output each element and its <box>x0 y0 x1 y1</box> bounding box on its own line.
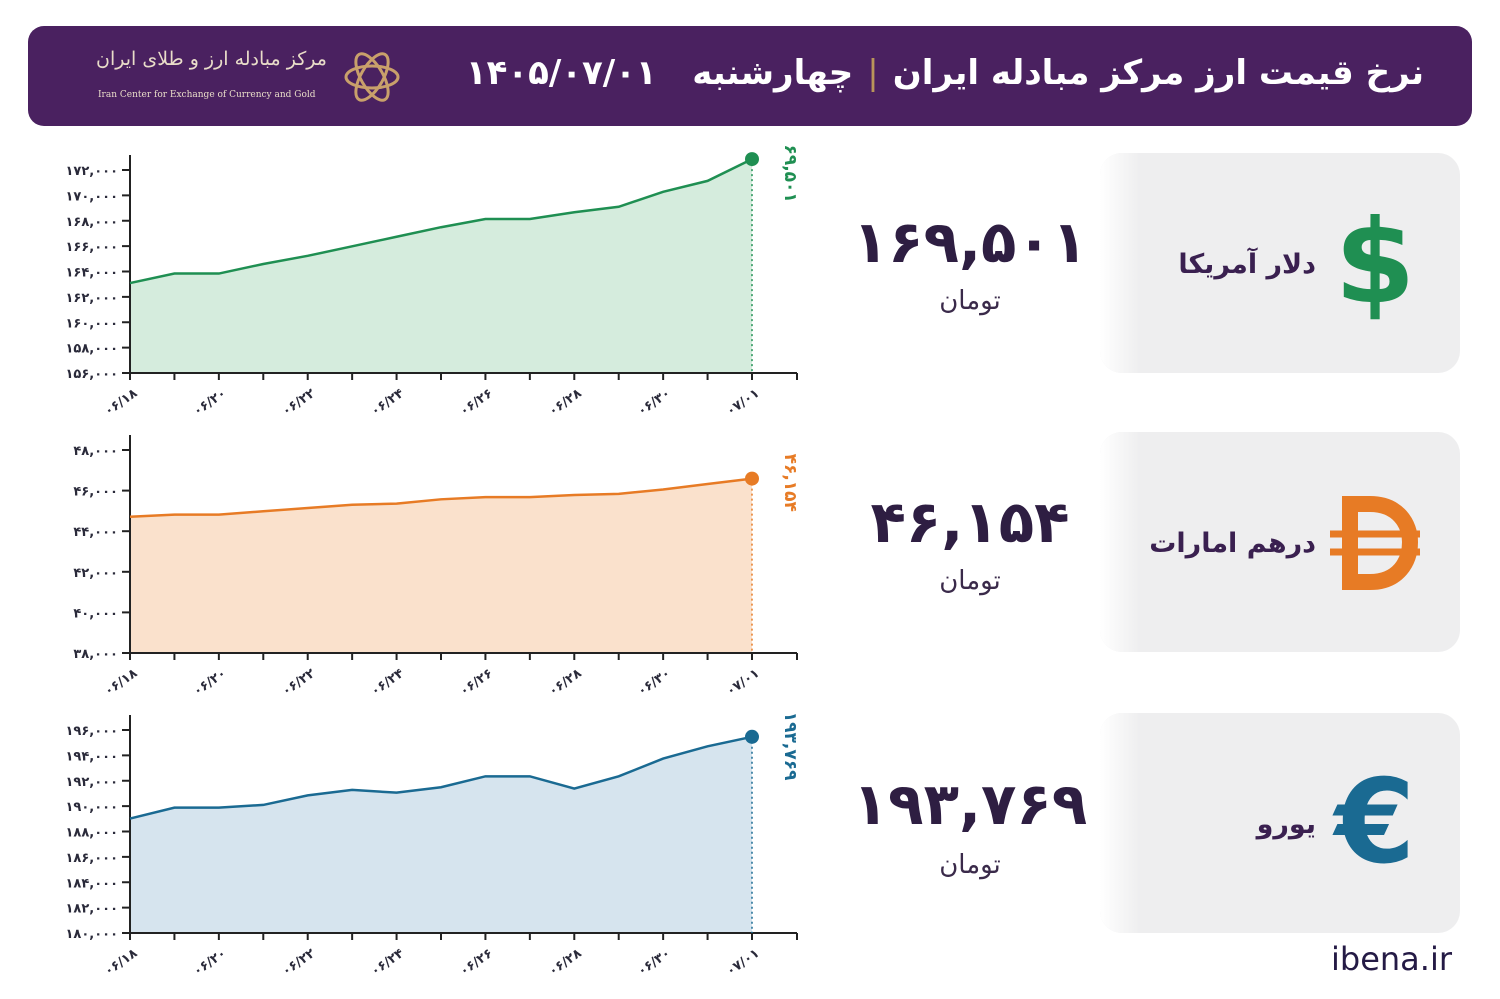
usd-x-tick-label: ۰۶/۱۸ <box>102 386 141 419</box>
eur-end-label: ۱۹۳,۷۶۹ <box>780 712 800 781</box>
eur-name: یورو <box>1256 809 1316 840</box>
usd-y-tick-label: ۱۵۶,۰۰۰ <box>65 367 118 382</box>
aed-card: درهم امارات <box>1100 432 1460 652</box>
aed-x-tick-label: ۰۶/۳۰ <box>635 666 674 699</box>
usd-y-tick-label: ۱۷۲,۰۰۰ <box>65 164 118 179</box>
dollar-sign-icon: $ <box>1334 195 1416 330</box>
aed-y-tick-label: ۴۶,۰۰۰ <box>73 485 118 500</box>
eur-x-tick-label: ۰۶/۲۰ <box>191 946 230 979</box>
usd-name: دلار آمریکا <box>1178 249 1316 280</box>
usd-end-point <box>745 152 759 167</box>
eur-y-tick-label: ۱۸۸,۰۰۰ <box>65 826 118 841</box>
usd-x-tick-label: ۰۶/۲۶ <box>457 386 496 419</box>
logo-name-en: Iran Center for Exchange of Currency and… <box>98 90 316 100</box>
logo-emblem-icon <box>344 52 400 102</box>
date: ۱۴۰۵/۰۷/۰۱ <box>465 53 657 93</box>
header-title: نرخ قیمت ارز مرکز مبادله ایران|چهارشنبه … <box>466 53 1424 93</box>
eur-y-tick-label: ۱۹۲,۰۰۰ <box>65 775 118 790</box>
eur-chart: ۱۸۰,۰۰۰ ۱۸۲,۰۰۰ ۱۸۴,۰۰۰ ۱۸۶,۰۰۰ ۱۸۸,۰۰۰ ۱۹۰,۰… <box>65 712 800 979</box>
eur-x-tick-label: ۰۶/۲۲ <box>280 946 319 979</box>
aed-y-tick-label: ۴۰,۰۰۰ <box>73 606 118 621</box>
eur-y-tick-label: ۱۹۰,۰۰۰ <box>65 800 118 815</box>
usd-x-tick-label: ۰۷/۰۱ <box>724 386 763 419</box>
aed-x-tick-label: ۰۶/۲۶ <box>457 666 496 699</box>
aed-end-point <box>745 471 759 486</box>
euro-sign-icon: € <box>1334 755 1416 890</box>
aed-x-tick-label: ۰۶/۱۸ <box>102 666 141 699</box>
dirham-sign-icon <box>1330 480 1420 604</box>
aed-end-label: ۴۶,۱۵۴ <box>780 454 800 512</box>
usd-area <box>130 159 752 373</box>
aed-unit: تومان <box>939 566 1001 596</box>
eur-x-tick-label: ۰۶/۲۴ <box>368 946 407 979</box>
usd-y-tick-label: ۱۶۶,۰۰۰ <box>65 240 118 255</box>
usd-y-tick-label: ۱۶۰,۰۰۰ <box>65 316 118 331</box>
eur-price: ۱۹۳,۷۶۹ <box>852 770 1088 838</box>
usd-x-tick-label: ۰۶/۲۰ <box>191 386 230 419</box>
eur-x-tick-label: ۰۶/۲۶ <box>457 946 496 979</box>
eur-end-point <box>745 729 759 744</box>
eur-y-tick-label: ۱۸۲,۰۰۰ <box>65 902 118 917</box>
eur-area <box>130 736 752 933</box>
usd-y-tick-label: ۱۶۴,۰۰۰ <box>65 266 118 281</box>
eur-unit: تومان <box>939 850 1001 880</box>
eur-x-tick-label: ۰۶/۳۰ <box>635 946 674 979</box>
aed-x-tick-label: ۰۶/۲۲ <box>280 666 319 699</box>
header-banner: مرکز مبادله ارز و طلای ایران Iran Center… <box>28 26 1472 126</box>
aed-y-tick-label: ۳۸,۰۰۰ <box>73 647 118 662</box>
usd-card: دلار آمریکا $ <box>1100 153 1460 373</box>
aed-area <box>130 478 752 653</box>
aed-x-tick-label: ۰۷/۰۱ <box>724 666 763 699</box>
usd-y-tick-label: ۱۶۲,۰۰۰ <box>65 291 118 306</box>
title-separator: | <box>867 53 879 93</box>
aed-y-tick-label: ۴۸,۰۰۰ <box>73 444 118 459</box>
usd-y-tick-label: ۱۷۰,۰۰۰ <box>65 189 118 204</box>
source-link[interactable]: ibena.ir <box>1331 940 1452 978</box>
usd-y-tick-label: ۱۵۸,۰۰۰ <box>65 342 118 357</box>
aed-series-line <box>129 477 753 518</box>
usd-x-tick-label: ۰۶/۲۸ <box>546 386 585 419</box>
eur-x-tick-label: ۰۶/۲۸ <box>546 946 585 979</box>
usd-end-label: ۱۶۹,۵۰۱ <box>780 145 800 203</box>
eur-y-tick-label: ۱۹۴,۰۰۰ <box>65 749 118 764</box>
aed-price: ۴۶,۱۵۴ <box>870 488 1070 556</box>
title-text: نرخ قیمت ارز مرکز مبادله ایران <box>892 53 1424 93</box>
aed-y-tick-label: ۴۴,۰۰۰ <box>73 525 118 540</box>
eur-y-tick-label: ۱۹۶,۰۰۰ <box>65 724 118 739</box>
eur-x-tick-label: ۰۶/۱۸ <box>102 946 141 979</box>
aed-x-tick-label: ۰۶/۲۴ <box>368 666 407 699</box>
weekday: چهارشنبه <box>692 53 854 93</box>
aed-x-tick-label: ۰۶/۲۰ <box>191 666 230 699</box>
usd-chart: ۱۵۶,۰۰۰ ۱۵۸,۰۰۰ ۱۶۰,۰۰۰ ۱۶۲,۰۰۰ ۱۶۴,۰۰۰ ۱۶۶,۰… <box>65 145 800 419</box>
aed-name: درهم امارات <box>1149 528 1316 559</box>
logo-name-fa: مرکز مبادله ارز و طلای ایران <box>96 48 327 70</box>
aed-x-tick-label: ۰۶/۲۸ <box>546 666 585 699</box>
usd-x-tick-label: ۰۶/۳۰ <box>635 386 674 419</box>
logo: مرکز مبادله ارز و طلای ایران Iran Center… <box>68 44 408 110</box>
eur-y-tick-label: ۱۸۰,۰۰۰ <box>65 927 118 942</box>
eur-series-line <box>129 735 753 820</box>
usd-x-tick-label: ۰۶/۲۴ <box>368 386 407 419</box>
eur-y-tick-label: ۱۸۴,۰۰۰ <box>65 876 118 891</box>
eur-card: یورو € <box>1100 713 1460 933</box>
usd-y-tick-label: ۱۶۸,۰۰۰ <box>65 215 118 230</box>
usd-series-line <box>129 157 753 285</box>
eur-x-tick-label: ۰۷/۰۱ <box>724 946 763 979</box>
aed-y-tick-label: ۴۲,۰۰۰ <box>73 566 118 581</box>
usd-price: ۱۶۹,۵۰۱ <box>852 208 1088 276</box>
eur-y-tick-label: ۱۸۶,۰۰۰ <box>65 851 118 866</box>
usd-x-tick-label: ۰۶/۲۲ <box>280 386 319 419</box>
usd-unit: تومان <box>939 286 1001 316</box>
aed-chart: ۳۸,۰۰۰ ۴۰,۰۰۰ ۴۲,۰۰۰ ۴۴,۰۰۰ ۴۶,۰۰۰ ۴۸,۰۰۰ ۰۶/۱… <box>73 435 800 699</box>
